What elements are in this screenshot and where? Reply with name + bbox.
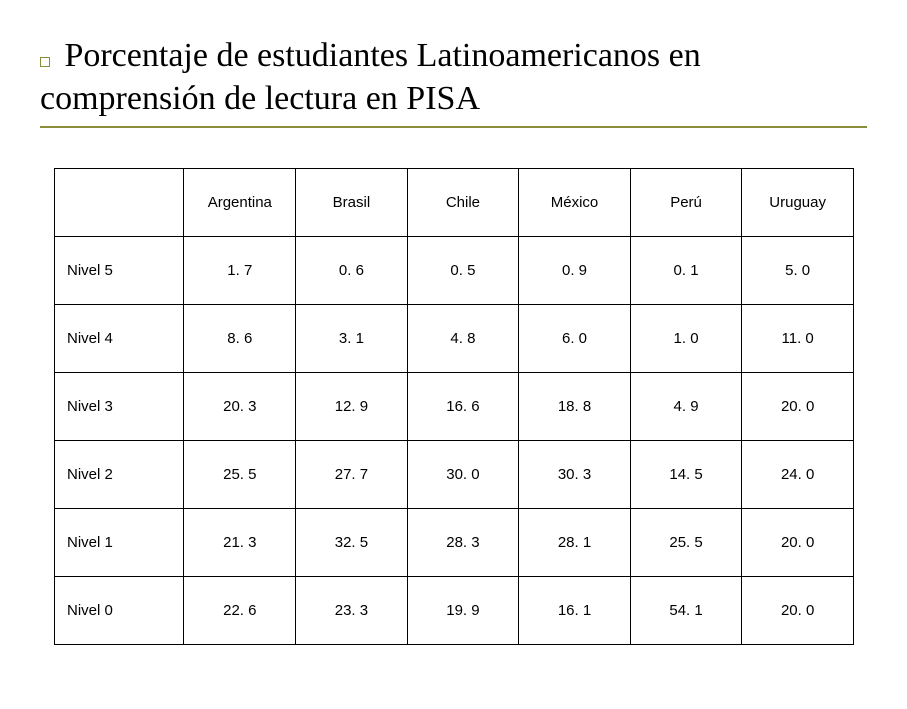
row-label: Nivel 1 — [55, 509, 184, 577]
cell: 28. 3 — [407, 509, 519, 577]
row-label: Nivel 3 — [55, 373, 184, 441]
cell: 54. 1 — [630, 577, 742, 645]
cell: 0. 1 — [630, 237, 742, 305]
cell: 22. 6 — [184, 577, 296, 645]
cell: 14. 5 — [630, 441, 742, 509]
cell: 25. 5 — [184, 441, 296, 509]
cell: 23. 3 — [296, 577, 408, 645]
cell: 30. 3 — [519, 441, 631, 509]
cell: 32. 5 — [296, 509, 408, 577]
col-header: México — [519, 169, 631, 237]
cell: 20. 3 — [184, 373, 296, 441]
cell: 18. 8 — [519, 373, 631, 441]
row-label: Nivel 2 — [55, 441, 184, 509]
cell: 11. 0 — [742, 305, 854, 373]
cell: 28. 1 — [519, 509, 631, 577]
cell: 8. 6 — [184, 305, 296, 373]
table-row: Nivel 4 8. 6 3. 1 4. 8 6. 0 1. 0 11. 0 — [55, 305, 854, 373]
table-row: Nivel 3 20. 3 12. 9 16. 6 18. 8 4. 9 20.… — [55, 373, 854, 441]
cell: 3. 1 — [296, 305, 408, 373]
table-header-row: Argentina Brasil Chile México Perú Urugu… — [55, 169, 854, 237]
cell: 6. 0 — [519, 305, 631, 373]
cell: 1. 7 — [184, 237, 296, 305]
cell: 16. 1 — [519, 577, 631, 645]
cell: 0. 5 — [407, 237, 519, 305]
cell: 4. 8 — [407, 305, 519, 373]
title-container: Porcentaje de estudiantes Latinoamerican… — [40, 35, 867, 128]
data-table: Argentina Brasil Chile México Perú Urugu… — [54, 168, 854, 645]
cell: 19. 9 — [407, 577, 519, 645]
page-title: Porcentaje de estudiantes Latinoamerican… — [40, 37, 701, 117]
cell: 30. 0 — [407, 441, 519, 509]
cell: 16. 6 — [407, 373, 519, 441]
row-label: Nivel 0 — [55, 577, 184, 645]
table-row: Nivel 2 25. 5 27. 7 30. 0 30. 3 14. 5 24… — [55, 441, 854, 509]
cell: 25. 5 — [630, 509, 742, 577]
col-header: Argentina — [184, 169, 296, 237]
cell: 24. 0 — [742, 441, 854, 509]
cell: 21. 3 — [184, 509, 296, 577]
cell: 20. 0 — [742, 509, 854, 577]
table-row: Nivel 5 1. 7 0. 6 0. 5 0. 9 0. 1 5. 0 — [55, 237, 854, 305]
table-row: Nivel 0 22. 6 23. 3 19. 9 16. 1 54. 1 20… — [55, 577, 854, 645]
row-label: Nivel 5 — [55, 237, 184, 305]
table-corner-cell — [55, 169, 184, 237]
col-header: Chile — [407, 169, 519, 237]
table-row: Nivel 1 21. 3 32. 5 28. 3 28. 1 25. 5 20… — [55, 509, 854, 577]
cell: 27. 7 — [296, 441, 408, 509]
cell: 0. 6 — [296, 237, 408, 305]
cell: 12. 9 — [296, 373, 408, 441]
bullet-icon — [40, 57, 50, 67]
cell: 4. 9 — [630, 373, 742, 441]
col-header: Uruguay — [742, 169, 854, 237]
col-header: Perú — [630, 169, 742, 237]
cell: 20. 0 — [742, 577, 854, 645]
row-label: Nivel 4 — [55, 305, 184, 373]
cell: 0. 9 — [519, 237, 631, 305]
col-header: Brasil — [296, 169, 408, 237]
cell: 1. 0 — [630, 305, 742, 373]
cell: 20. 0 — [742, 373, 854, 441]
cell: 5. 0 — [742, 237, 854, 305]
